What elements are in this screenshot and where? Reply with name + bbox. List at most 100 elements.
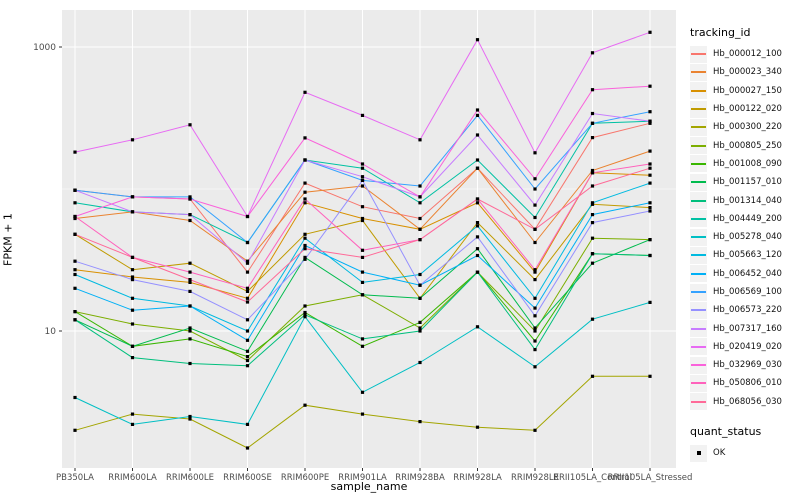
legend-item-label: Hb_050806_010 [713, 378, 782, 389]
data-point [648, 238, 652, 242]
legend-key-icon [690, 393, 707, 411]
data-point [418, 195, 422, 199]
data-point [648, 374, 652, 378]
y-tick-label: 1000 [33, 43, 56, 53]
data-point [475, 38, 480, 42]
data-point [303, 243, 307, 248]
data-point [360, 216, 365, 221]
legend-key-icon [690, 283, 707, 301]
data-point [360, 166, 365, 170]
legend-item-label: Hb_007317_160 [713, 323, 782, 334]
data-point [475, 201, 480, 205]
y-axis-title: FPKM + 1 [1, 213, 15, 266]
data-point [418, 272, 422, 277]
data-point [533, 314, 537, 318]
data-point [130, 422, 135, 426]
legend-item: Hb_001157_010 [690, 173, 800, 191]
data-point [475, 325, 480, 329]
data-point [418, 296, 422, 300]
legend-key-icon [690, 82, 707, 100]
legend-key-icon [690, 210, 707, 228]
data-point [475, 133, 480, 137]
data-point [590, 252, 595, 256]
data-point [475, 113, 480, 117]
legend-item-label: Hb_005278_040 [713, 232, 782, 243]
data-point [303, 197, 307, 201]
data-point [648, 110, 652, 114]
legend-item: Hb_068056_030 [690, 393, 800, 411]
data-point [188, 261, 192, 265]
data-point [73, 232, 77, 236]
legend-item-label: Hb_068056_030 [713, 396, 782, 407]
legend-item: Hb_000012_100 [690, 45, 800, 63]
data-point [533, 270, 537, 274]
data-point [188, 304, 192, 308]
data-point [245, 358, 250, 363]
data-point [130, 412, 135, 416]
data-point [648, 253, 652, 258]
data-point [188, 195, 192, 199]
data-point [590, 261, 595, 265]
legend-item: Hb_006573_220 [690, 301, 800, 319]
data-point [533, 365, 537, 369]
legend: tracking_id Hb_000012_100 Hb_000023_340 Hb… [690, 26, 800, 462]
legend-item: Hb_001008_090 [690, 155, 800, 173]
data-point [245, 318, 250, 322]
data-point [245, 261, 250, 265]
data-point [245, 286, 250, 290]
data-point [73, 268, 77, 272]
data-point [533, 203, 537, 207]
data-point [245, 364, 250, 368]
x-tick-label: RRIM600LE [166, 473, 214, 483]
data-point [533, 278, 537, 282]
data-point [360, 270, 365, 274]
data-point [418, 329, 422, 333]
data-point [73, 428, 77, 432]
legend-item-label: Hb_020419_020 [713, 341, 782, 352]
legend-key-icon [690, 45, 707, 63]
data-point [73, 318, 77, 322]
data-point [418, 184, 422, 188]
data-point [360, 280, 365, 284]
data-point [475, 166, 480, 170]
data-point [533, 177, 537, 181]
point-key-icon [690, 444, 707, 462]
data-point [303, 232, 307, 236]
data-point [130, 268, 135, 272]
data-point [303, 136, 307, 140]
x-tick-label: PB350LA [56, 473, 94, 483]
data-point [188, 417, 192, 421]
x-tick-label: RRII105LA_Control [553, 473, 632, 483]
data-point [73, 259, 77, 263]
legend-item: Hb_006569_100 [690, 283, 800, 301]
x-tick-label: RRIM928LE [511, 473, 559, 483]
legend-item-label: Hb_000122_020 [713, 104, 782, 115]
data-point [590, 168, 595, 173]
data-point [188, 123, 192, 127]
legend-item-label: Hb_000805_250 [713, 140, 782, 151]
data-point [648, 201, 652, 205]
legend-items: Hb_000012_100 Hb_000023_340 Hb_000027_150 H… [690, 45, 800, 411]
data-point [360, 162, 365, 166]
data-point [303, 90, 307, 94]
legend-item-label: Hb_000300_220 [713, 122, 782, 133]
data-point [533, 227, 537, 231]
legend-key-icon [690, 320, 707, 338]
legend-item-label: Hb_001314_040 [713, 195, 782, 206]
data-point [245, 446, 250, 450]
legend-item-label: Hb_000012_100 [713, 49, 782, 60]
data-point [648, 119, 652, 123]
data-point [533, 215, 537, 220]
legend-item-label: Hb_001008_090 [713, 158, 782, 169]
data-point [648, 173, 652, 177]
data-point [245, 349, 250, 353]
data-point [418, 227, 422, 231]
data-point [648, 209, 652, 213]
data-point [73, 201, 77, 205]
data-point [188, 289, 192, 293]
legend-item-label: Hb_006569_100 [713, 287, 782, 297]
data-point [590, 213, 595, 217]
data-point [303, 315, 307, 319]
data-point [360, 337, 365, 341]
